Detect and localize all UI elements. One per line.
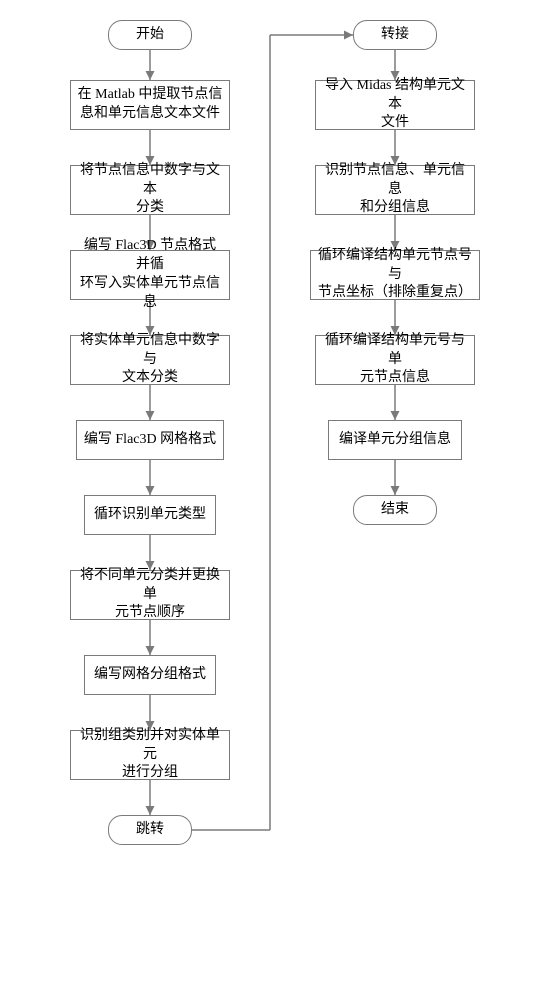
flow-node-r3: 循环编译结构单元节点号与 节点坐标（排除重复点） — [310, 250, 480, 300]
flow-node-label: 将实体单元信息中数字与 文本分类 — [77, 332, 223, 389]
flow-node-label: 循环编译结构单元号与单 元节点信息 — [322, 332, 468, 389]
flow-node-l3: 编写 Flac3D 节点格式并循 环写入实体单元节点信息 — [70, 250, 230, 300]
flow-node-r1: 导入 Midas 结构单元文本 文件 — [315, 80, 475, 130]
flow-node-end: 结束 — [353, 495, 437, 525]
flow-node-l9: 识别组类别并对实体单元 进行分组 — [70, 730, 230, 780]
flow-node-label: 将不同单元分类并更换单 元节点顺序 — [77, 567, 223, 624]
flow-node-label: 结束 — [381, 501, 409, 520]
flow-node-r4: 循环编译结构单元号与单 元节点信息 — [315, 335, 475, 385]
flow-node-label: 开始 — [136, 26, 164, 45]
flow-node-label: 识别节点信息、单元信息 和分组信息 — [322, 162, 468, 219]
flow-node-l1: 在 Matlab 中提取节点信 息和单元信息文本文件 — [70, 80, 230, 130]
flow-node-l8: 编写网格分组格式 — [84, 655, 216, 695]
flow-node-label: 导入 Midas 结构单元文本 文件 — [322, 77, 468, 134]
flow-node-label: 编写 Flac3D 节点格式并循 环写入实体单元节点信息 — [77, 237, 223, 313]
flow-node-l4: 将实体单元信息中数字与 文本分类 — [70, 335, 230, 385]
flow-node-l2: 将节点信息中数字与文本 分类 — [70, 165, 230, 215]
flow-node-label: 循环识别单元类型 — [94, 506, 206, 525]
flow-node-label: 编写 Flac3D 网格格式 — [84, 431, 216, 450]
flow-node-label: 跳转 — [136, 821, 164, 840]
flow-node-label: 在 Matlab 中提取节点信 息和单元信息文本文件 — [78, 86, 223, 124]
flow-node-trans: 转接 — [353, 20, 437, 50]
flow-node-label: 识别组类别并对实体单元 进行分组 — [77, 727, 223, 784]
flow-node-r2: 识别节点信息、单元信息 和分组信息 — [315, 165, 475, 215]
flow-node-start: 开始 — [108, 20, 192, 50]
flow-node-label: 将节点信息中数字与文本 分类 — [77, 162, 223, 219]
flow-node-label: 编写网格分组格式 — [94, 666, 206, 685]
flow-node-label: 循环编译结构单元节点号与 节点坐标（排除重复点） — [317, 247, 473, 304]
flowchart-edges — [0, 0, 541, 1000]
flow-node-jump: 跳转 — [108, 815, 192, 845]
flow-node-r5: 编译单元分组信息 — [328, 420, 462, 460]
flow-node-label: 编译单元分组信息 — [339, 431, 451, 450]
flow-node-label: 转接 — [381, 26, 409, 45]
flow-node-l6: 循环识别单元类型 — [84, 495, 216, 535]
flow-node-l7: 将不同单元分类并更换单 元节点顺序 — [70, 570, 230, 620]
flow-node-l5: 编写 Flac3D 网格格式 — [76, 420, 224, 460]
